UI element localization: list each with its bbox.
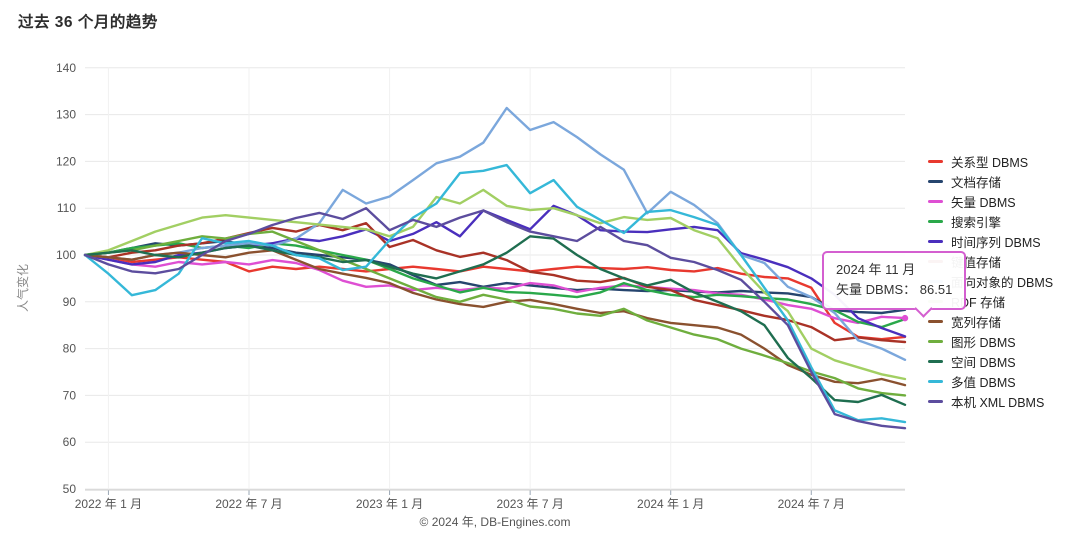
legend-swatch [928, 219, 943, 223]
legend-item[interactable]: 图形 DBMS [928, 331, 1053, 351]
legend-item[interactable]: 搜索引擎 [928, 211, 1053, 231]
series-line [83, 188, 907, 381]
legend-item[interactable]: 宽列存储 [928, 311, 1053, 331]
legend-item[interactable]: 多值 DBMS [928, 371, 1053, 391]
y-tick-label: 100 [56, 248, 76, 262]
x-tick-label: 2024 年 1 月 [637, 497, 704, 511]
copyright-link[interactable]: © 2024 年, DB-Engines.com [419, 515, 571, 529]
y-tick-label: 110 [57, 201, 76, 215]
legend-swatch [928, 339, 943, 343]
legend-label: 时间序列 DBMS [951, 235, 1041, 250]
legend-label: 文档存储 [951, 175, 1002, 190]
page-title: 过去 36 个月的趋势 [18, 14, 158, 31]
chart-tooltip: 2024 年 11 月 矢量 DBMS： 86.51 [822, 251, 967, 311]
y-tick-label: 90 [63, 295, 77, 309]
legend-item[interactable]: 时间序列 DBMS [928, 231, 1053, 251]
series-line [83, 206, 907, 430]
tooltip-date: 2024 年 11 月 [836, 262, 916, 277]
legend-label: 空间 DBMS [951, 355, 1016, 370]
legend-swatch [928, 379, 943, 383]
legend-label: 搜索引擎 [951, 215, 1002, 230]
x-tick-label: 2022 年 1 月 [75, 497, 142, 511]
legend-item[interactable]: 矢量 DBMS [928, 191, 1053, 211]
series-line [83, 230, 907, 397]
series-line [83, 235, 907, 406]
legend-item[interactable]: 文档存储 [928, 171, 1053, 191]
series-line [83, 221, 907, 344]
legend-item[interactable]: 本机 XML DBMS [928, 391, 1053, 411]
x-tick-label: 2022 年 7 月 [215, 497, 282, 511]
legend-item[interactable]: 关系型 DBMS [928, 151, 1053, 171]
legend-label: 本机 XML DBMS [951, 395, 1045, 410]
legend-swatch [928, 179, 943, 183]
legend-label: 多值 DBMS [951, 375, 1016, 390]
x-tick-label: 2023 年 1 月 [356, 497, 423, 511]
series-line [83, 253, 907, 325]
legend-label: 宽列存储 [951, 315, 1002, 330]
y-tick-label: 80 [63, 342, 77, 356]
y-tick-label: 50 [63, 482, 77, 496]
legend-item[interactable]: 空间 DBMS [928, 351, 1053, 371]
legend-label: 矢量 DBMS [951, 195, 1016, 210]
series-line [83, 204, 907, 338]
y-tick-label: 140 [56, 61, 76, 75]
y-tick-label: 120 [56, 154, 76, 168]
series-line [83, 249, 907, 387]
y-tick-label: 60 [63, 435, 77, 449]
hovered-data-point[interactable] [901, 314, 909, 322]
tooltip-value: 矢量 DBMS： 86.51 [836, 282, 953, 298]
legend-swatch [928, 159, 943, 163]
legend-label: 关系型 DBMS [951, 155, 1029, 170]
legend-swatch [928, 399, 943, 403]
legend-swatch [928, 359, 943, 363]
series-line [83, 106, 907, 361]
y-tick-label: 70 [63, 388, 77, 402]
legend-label: 图形 DBMS [951, 335, 1016, 350]
legend-swatch [928, 239, 943, 243]
x-tick-label: 2024 年 7 月 [778, 497, 845, 511]
legend-swatch [928, 319, 943, 323]
legend-label: 面向对象的 DBMS [951, 275, 1054, 290]
y-tick-label: 130 [56, 108, 76, 122]
x-tick-label: 2023 年 7 月 [496, 497, 563, 511]
legend-swatch [928, 199, 943, 203]
